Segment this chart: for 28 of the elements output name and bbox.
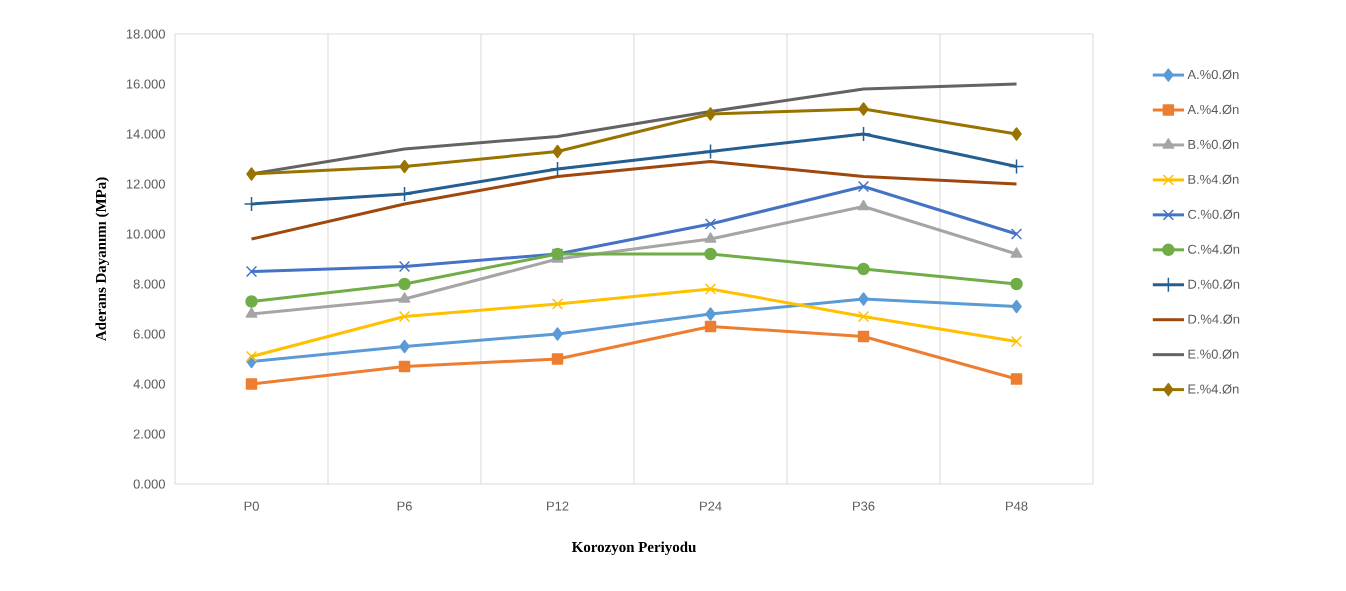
y-tick-label: 8.000 bbox=[133, 279, 165, 289]
legend-label: D.%4.Øn bbox=[1188, 314, 1240, 324]
x-tick-label: P48 bbox=[1006, 501, 1028, 511]
y-tick-label: 6.000 bbox=[133, 329, 165, 339]
y-tick-label: 14.000 bbox=[126, 129, 165, 139]
y-axis-title: Aderans Dayanımı (MPa) bbox=[95, 177, 110, 342]
y-tick-label: 2.000 bbox=[133, 429, 165, 439]
y-tick-label: 0.000 bbox=[133, 479, 165, 489]
y-tick-label: 12.000 bbox=[126, 179, 165, 189]
legend-label: B.%0.Øn bbox=[1188, 139, 1239, 150]
y-tick-label: 18.000 bbox=[126, 29, 165, 39]
x-tick-label: P6 bbox=[397, 501, 412, 511]
x-tick-label: P12 bbox=[547, 501, 569, 511]
legend-label: B.%4.Øn bbox=[1188, 174, 1239, 185]
legend-label: E.%4.Øn bbox=[1188, 384, 1239, 394]
x-tick-label: P24 bbox=[700, 501, 722, 511]
legend-label: A.%4.Øn bbox=[1187, 104, 1239, 115]
y-tick-label: 16.000 bbox=[126, 79, 165, 89]
legend-label: C.%0.Øn bbox=[1188, 209, 1240, 220]
x-tick-label: P0 bbox=[244, 501, 259, 511]
x-tick-label: P36 bbox=[853, 501, 875, 511]
x-axis-title: Korozyon Periyodu bbox=[571, 541, 696, 556]
legend-label: E.%0.Øn bbox=[1188, 349, 1239, 359]
legend-label: C.%4.Øn bbox=[1188, 244, 1240, 255]
y-tick-label: 10.000 bbox=[126, 229, 165, 239]
legend-label: D.%0.Øn bbox=[1188, 279, 1240, 289]
y-tick-label: 4.000 bbox=[133, 379, 165, 389]
legend-label: A.%0.Øn bbox=[1187, 69, 1239, 80]
